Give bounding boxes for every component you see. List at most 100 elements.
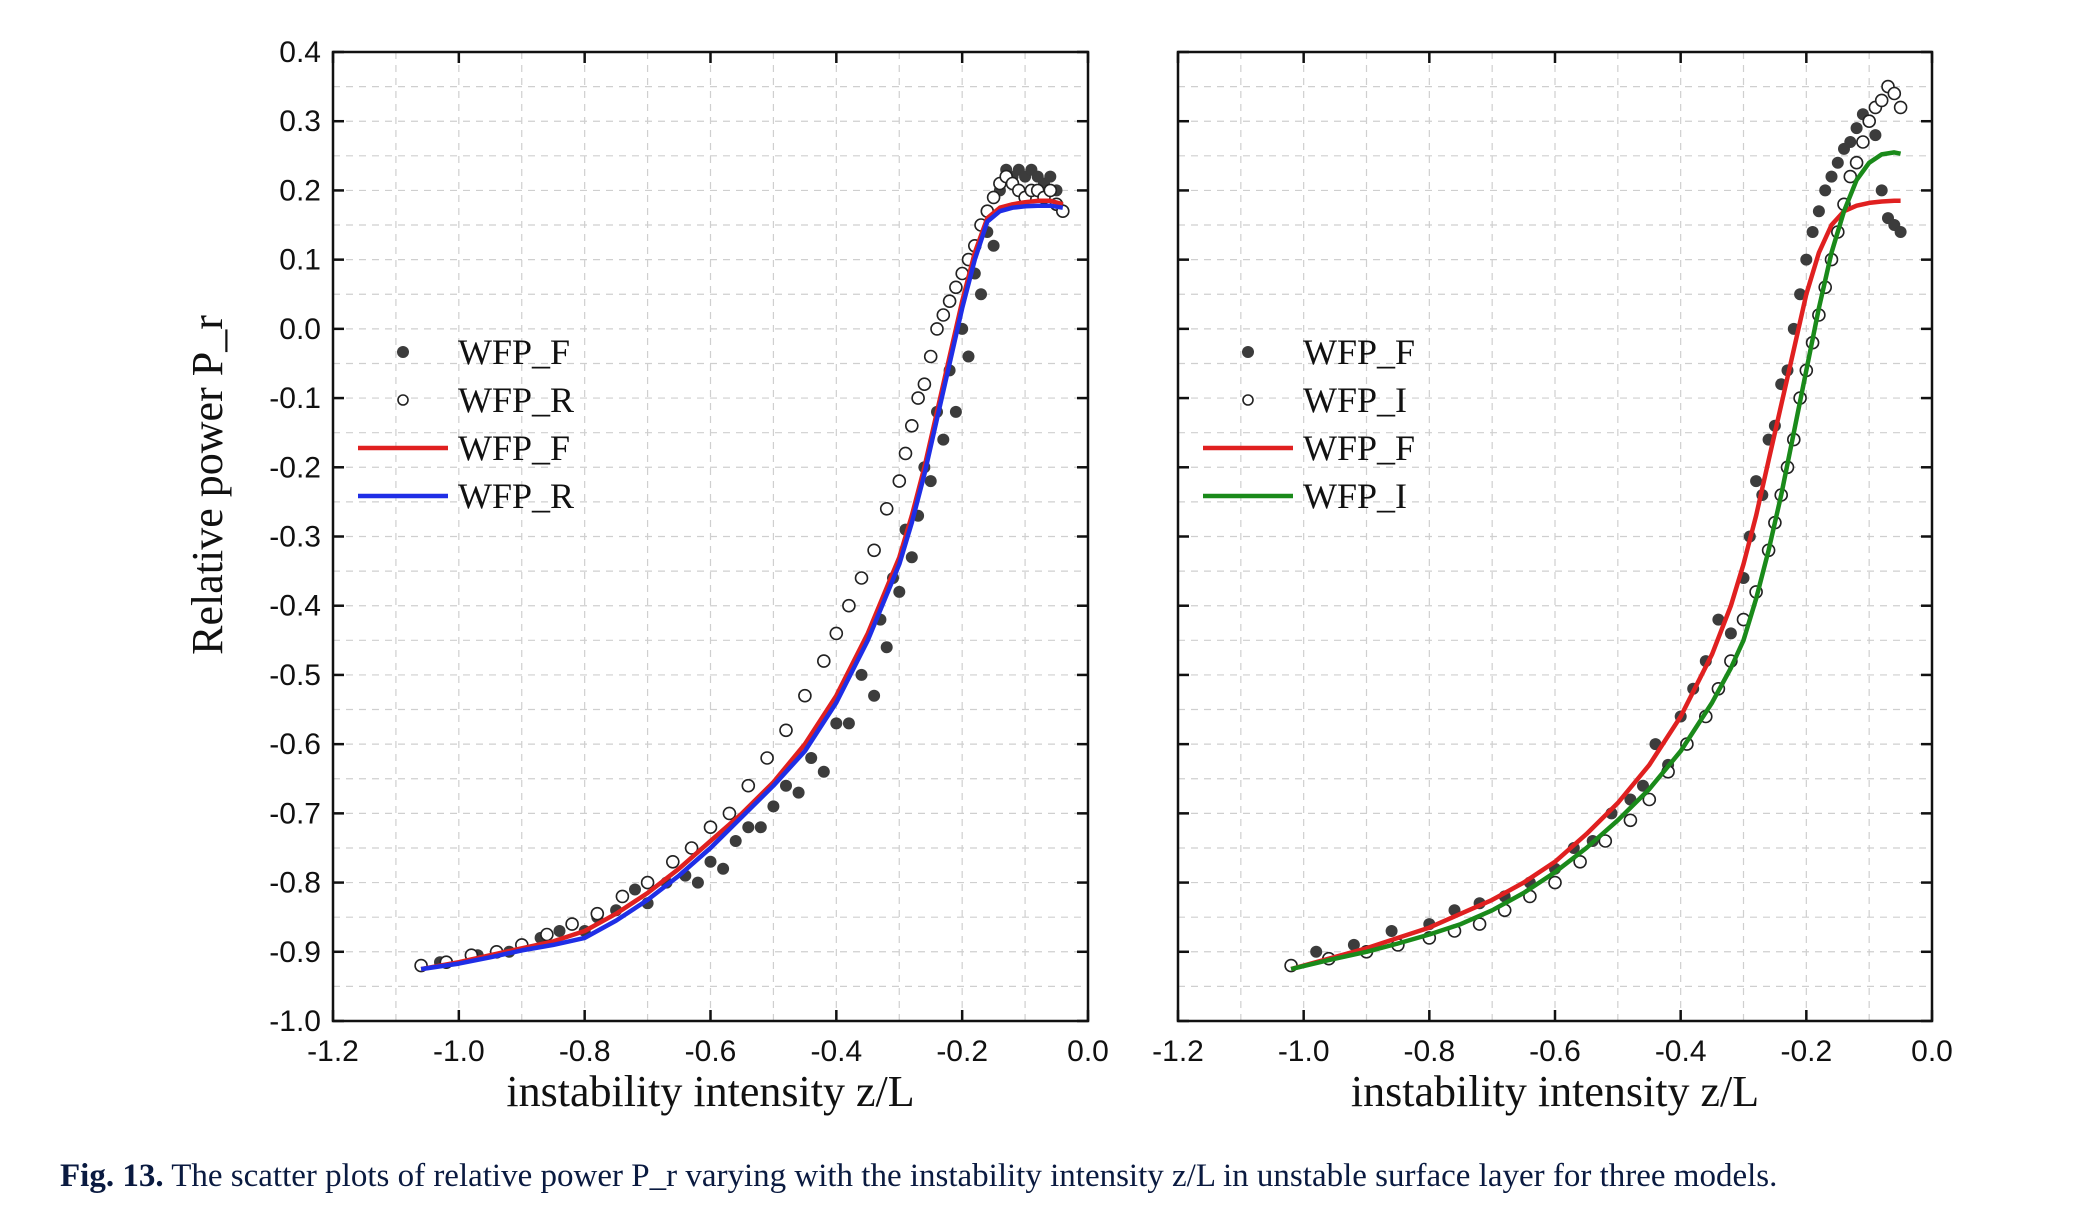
data-point-wfp_f <box>949 405 962 418</box>
x-tick-label: -1.2 <box>1152 1035 1204 1068</box>
data-point-wfp_f <box>1750 475 1763 488</box>
data-point-wfp_f <box>1385 925 1398 937</box>
data-point-wfp_r <box>917 377 932 392</box>
data-point-wfp_f <box>704 855 717 868</box>
data-point-wfp_f <box>1724 627 1737 640</box>
data-point-wfp_r <box>898 446 913 461</box>
legend-label: WFP_I <box>1303 380 1407 420</box>
data-point-wfp_f <box>842 717 855 730</box>
data-point-wfp_f <box>1806 226 1819 238</box>
data-point-wfp_r <box>1043 183 1058 198</box>
data-point-wfp_r <box>842 598 856 613</box>
legend-marker-wfp_f <box>1242 346 1254 358</box>
y-tick-label: -0.3 <box>269 521 321 554</box>
data-point-wfp_f <box>691 876 704 889</box>
data-point-wfp_f <box>1310 945 1323 958</box>
data-point-wfp_f <box>1844 136 1857 148</box>
caption-label: Fig. 13. <box>60 1158 164 1194</box>
legend-label: WFP_R <box>458 380 574 420</box>
data-point-wfp_r <box>640 875 655 890</box>
x-tick-label: -0.2 <box>1780 1035 1832 1068</box>
data-point-wfp_i <box>1893 100 1908 115</box>
data-point-wfp_r <box>741 778 756 793</box>
data-point-wfp_r <box>892 474 907 488</box>
x-axis-title: instability intensity z/L <box>506 1067 914 1116</box>
data-point-wfp_f <box>1894 226 1907 238</box>
data-point-wfp_i <box>1887 86 1902 101</box>
data-point-wfp_i <box>1573 854 1587 869</box>
data-point-wfp_r <box>540 927 554 942</box>
data-point-wfp_i <box>1856 135 1870 149</box>
x-tick-label: -0.8 <box>1403 1035 1455 1068</box>
chart-panel-left: -1.2 -1.0 -0.8 -0.6 -0.4 -0.2 0.00.40.30.20.10… <box>269 36 1109 1116</box>
data-point-wfp_r <box>949 280 963 295</box>
data-point-wfp_r <box>942 294 957 309</box>
y-tick-label: 0.1 <box>279 244 321 277</box>
data-point-wfp_f <box>1850 122 1863 135</box>
data-point-wfp_f <box>975 288 987 301</box>
data-point-wfp_f <box>1044 170 1057 183</box>
data-point-wfp_f <box>1800 253 1813 266</box>
data-point-wfp_f <box>780 779 792 792</box>
y-tick-label: -0.9 <box>269 936 321 969</box>
x-tick-label: -0.4 <box>1655 1035 1707 1068</box>
data-point-wfp_f <box>1831 156 1844 169</box>
x-tick-label: 0.0 <box>1067 1035 1109 1068</box>
data-point-wfp_i <box>1548 875 1562 890</box>
data-point-wfp_r <box>779 723 793 738</box>
legend-marker-wfp_f <box>397 346 409 358</box>
y-tick-label: -0.8 <box>269 867 321 900</box>
legend-label: WFP_F <box>1303 332 1415 372</box>
y-axis-title: Relative power P_r <box>183 315 232 655</box>
series-line-wfp_i <box>1290 150 1902 972</box>
y-tick-label: 0.3 <box>279 105 321 138</box>
data-point-wfp_f <box>937 433 950 446</box>
data-point-wfp_f <box>742 821 755 834</box>
data-point-wfp_f <box>629 883 641 896</box>
data-point-wfp_r <box>911 391 925 405</box>
data-point-wfp_r <box>904 418 919 433</box>
series-line-wfp_f <box>420 198 1064 972</box>
data-point-wfp_f <box>1825 170 1838 183</box>
y-tick-label: -0.1 <box>269 382 321 415</box>
data-point-wfp_f <box>1712 613 1725 626</box>
data-point-wfp_f <box>1875 184 1888 197</box>
data-point-wfp_f <box>905 551 918 564</box>
caption-text: The scatter plots of relative power P_r … <box>171 1158 1778 1194</box>
data-point-wfp_r <box>867 543 881 558</box>
data-point-wfp_i <box>1862 114 1876 128</box>
chart-panel-right: -1.2 -1.0 -0.8 -0.6 -0.4 -0.2 0.0 instability i… <box>1152 50 1953 1116</box>
data-point-wfp_r <box>936 308 951 322</box>
legend-label: WFP_F <box>458 332 570 372</box>
x-tick-label: -0.6 <box>1529 1035 1581 1068</box>
series-line-wfp_f <box>1290 198 1901 972</box>
data-point-wfp_r <box>923 349 938 364</box>
data-point-wfp_f <box>1347 938 1360 951</box>
y-tick-label: 0.4 <box>279 36 321 69</box>
data-point-wfp_r <box>565 917 579 931</box>
data-point-wfp_r <box>590 906 605 921</box>
x-tick-label: -0.6 <box>685 1035 737 1068</box>
series-line-wfp_r <box>420 203 1064 972</box>
data-point-wfp_f <box>830 717 843 730</box>
data-point-wfp_r <box>829 626 844 641</box>
data-point-wfp_r <box>879 501 894 516</box>
data-point-wfp_r <box>798 688 812 703</box>
data-point-wfp_r <box>854 571 869 585</box>
data-point-wfp_r <box>615 889 630 904</box>
data-point-wfp_r <box>703 820 718 835</box>
data-point-wfp_f <box>893 585 906 598</box>
x-tick-label: 0.0 <box>1911 1035 1953 1068</box>
data-point-wfp_f <box>717 862 730 875</box>
y-tick-label: -0.7 <box>269 797 321 830</box>
data-point-wfp_i <box>1849 155 1864 170</box>
legend-label: WFP_R <box>458 476 574 516</box>
data-point-wfp_i <box>1642 792 1657 807</box>
data-point-wfp_f <box>792 786 805 799</box>
x-tick-label: -0.2 <box>936 1035 988 1068</box>
legend-marker-wfp_i <box>1242 394 1254 406</box>
x-axis-title: instability intensity z/L <box>1351 1067 1759 1116</box>
data-point-wfp_f <box>924 475 937 488</box>
